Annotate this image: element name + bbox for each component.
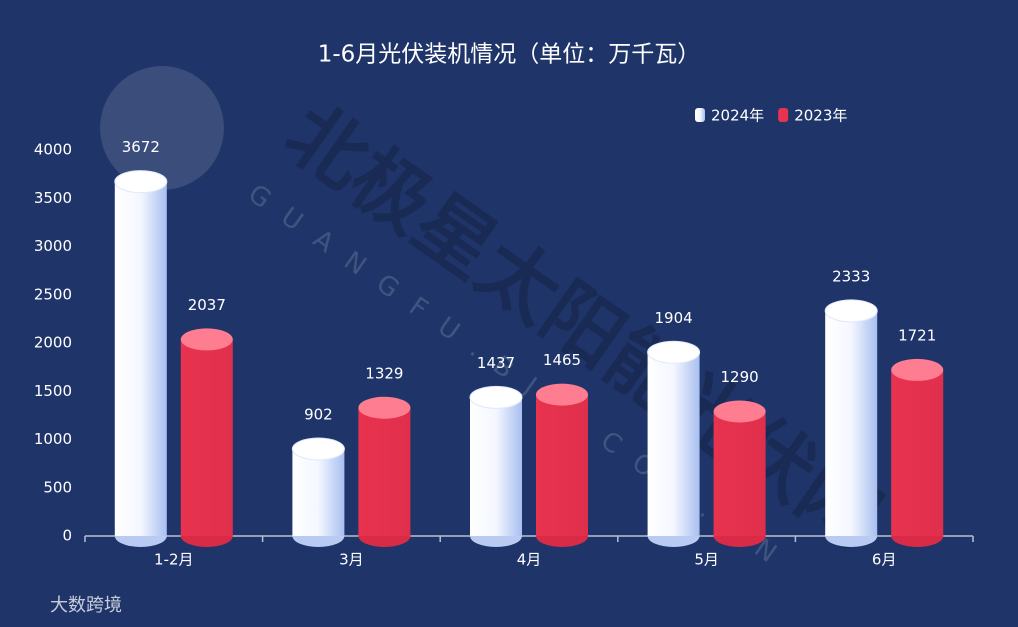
value-label: 1721 (898, 326, 936, 344)
y-tick-label: 1000 (34, 430, 72, 448)
y-tick-label: 500 (43, 478, 72, 496)
bar (713, 411, 766, 536)
y-tick-label: 2000 (34, 334, 72, 352)
y-tick-label: 0 (62, 527, 72, 545)
bar-cap (469, 385, 523, 409)
bar-cap (114, 170, 168, 194)
bar (292, 448, 345, 536)
value-label: 1904 (655, 309, 693, 327)
bar-cap (891, 358, 944, 381)
bar (825, 310, 878, 536)
legend-label: 2024年 (711, 107, 764, 125)
legend-swatch (778, 108, 789, 122)
value-label: 2333 (832, 267, 870, 285)
bar-cap (180, 328, 233, 351)
x-tick-label: 1-2月 (154, 551, 194, 569)
bar (358, 407, 411, 536)
y-tick-label: 4000 (34, 141, 72, 159)
legend-label: 2023年 (794, 107, 847, 125)
bar (470, 397, 522, 536)
bar-cap (358, 396, 411, 419)
x-tick-label: 6月 (872, 551, 897, 569)
watermark: 大数跨境 (50, 595, 122, 616)
bar (647, 352, 700, 536)
bar-cap (824, 299, 878, 323)
x-tick-label: 3月 (339, 551, 364, 569)
value-label: 2037 (188, 296, 226, 314)
y-tick-label: 3000 (34, 237, 72, 255)
value-label: 3672 (122, 138, 160, 156)
x-tick-label: 5月 (694, 551, 719, 569)
value-label: 1290 (721, 368, 759, 386)
legend-swatch (695, 108, 705, 122)
value-label: 902 (304, 405, 333, 423)
logo-watermark (100, 66, 224, 190)
value-label: 1329 (365, 364, 403, 382)
bar (891, 369, 944, 536)
y-tick-label: 3500 (34, 189, 72, 207)
bar-cap (536, 383, 588, 406)
y-tick-label: 1500 (34, 382, 72, 400)
chart-title: 1-6月光伏装机情况（单位：万千瓦） (318, 42, 701, 68)
value-label: 1465 (543, 351, 581, 369)
bar (180, 339, 233, 536)
bar-cap (713, 400, 766, 423)
x-tick-label: 4月 (517, 551, 542, 569)
bar-cap (291, 437, 345, 461)
value-label: 1437 (477, 354, 515, 372)
bar-cap (647, 340, 701, 364)
y-tick-label: 2500 (34, 285, 72, 303)
bar (536, 394, 588, 536)
bar (114, 181, 167, 537)
